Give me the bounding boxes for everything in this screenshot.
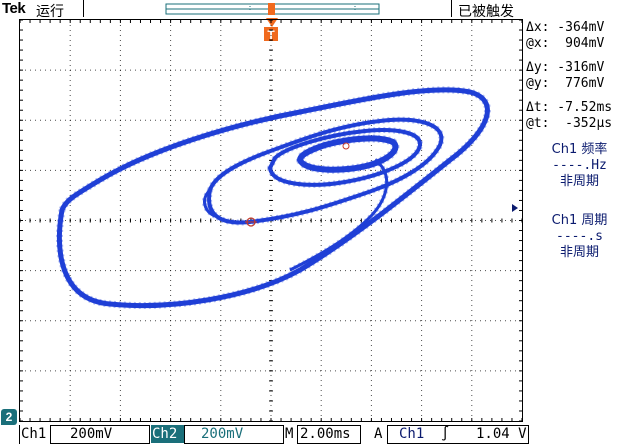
cursor-readouts: Δx: -364mV @x: 904mV Δy: -316mV @y: 776m… bbox=[526, 20, 633, 132]
at-x-readout: @x: 904mV bbox=[526, 36, 605, 51]
delta-t-readout: Δt: -7.52ms bbox=[526, 100, 613, 115]
measurement-period: Ch1 周期 ----.s 非周期 bbox=[526, 213, 633, 261]
timebase-label: M bbox=[285, 426, 294, 442]
trigger-level: 1.04 V bbox=[476, 426, 527, 442]
at-y-readout: @y: 776mV bbox=[526, 76, 605, 91]
trace-path bbox=[268, 128, 422, 187]
measurement-value: ----.s bbox=[556, 229, 603, 244]
record-view-bar bbox=[165, 3, 380, 15]
trace-path bbox=[297, 135, 399, 173]
ch2-label: Ch2 bbox=[152, 426, 178, 442]
trigger-level-icon[interactable] bbox=[512, 204, 518, 212]
trigger-slope-icon: ∫ bbox=[441, 426, 450, 442]
status-bar: Tek 运行 已被触发 bbox=[0, 0, 633, 20]
measurement-value: ----.Hz bbox=[552, 158, 607, 173]
delta-x-readout: Δx: -364mV bbox=[526, 20, 605, 35]
measurement-frequency: Ch1 频率 ----.Hz 非周期 bbox=[526, 142, 633, 190]
ch2-tag[interactable]: Ch2 bbox=[151, 425, 184, 443]
trace-path bbox=[203, 188, 216, 218]
trigger-source: Ch1 bbox=[399, 426, 425, 442]
trace-path bbox=[57, 87, 490, 308]
xy-trace bbox=[56, 86, 491, 309]
run-state: 运行 bbox=[36, 4, 64, 20]
ch1-scale: 200mV bbox=[70, 426, 113, 442]
cursor-crosshair-icon bbox=[245, 142, 350, 227]
measurement-title: Ch1 周期 bbox=[551, 213, 608, 228]
trace-path bbox=[289, 158, 389, 272]
at-t-readout: @t: -352µs bbox=[526, 116, 613, 131]
ch2-scale: 200mV bbox=[201, 426, 244, 442]
ch2-ground-marker[interactable]: 2 bbox=[1, 409, 17, 425]
ch1-label[interactable]: Ch1 bbox=[21, 426, 47, 442]
acquisition-mode: A bbox=[374, 426, 383, 442]
settings-bar: Ch1 200mV Ch2 200mV M 2.00ms A Ch1 ∫ 1.0… bbox=[0, 425, 633, 444]
delta-y-readout: Δy: -316mV bbox=[526, 60, 605, 75]
divider bbox=[83, 0, 84, 17]
trigger-state: 已被触发 bbox=[458, 4, 514, 20]
brand-logo: Tek bbox=[2, 0, 26, 17]
measurement-note: 非周期 bbox=[559, 245, 599, 260]
divider bbox=[451, 0, 452, 17]
record-position-icon[interactable] bbox=[268, 3, 275, 15]
timebase-value: 2.00ms bbox=[300, 426, 351, 442]
measurement-title: Ch1 频率 bbox=[551, 142, 608, 157]
measurement-note: 非周期 bbox=[559, 174, 599, 189]
